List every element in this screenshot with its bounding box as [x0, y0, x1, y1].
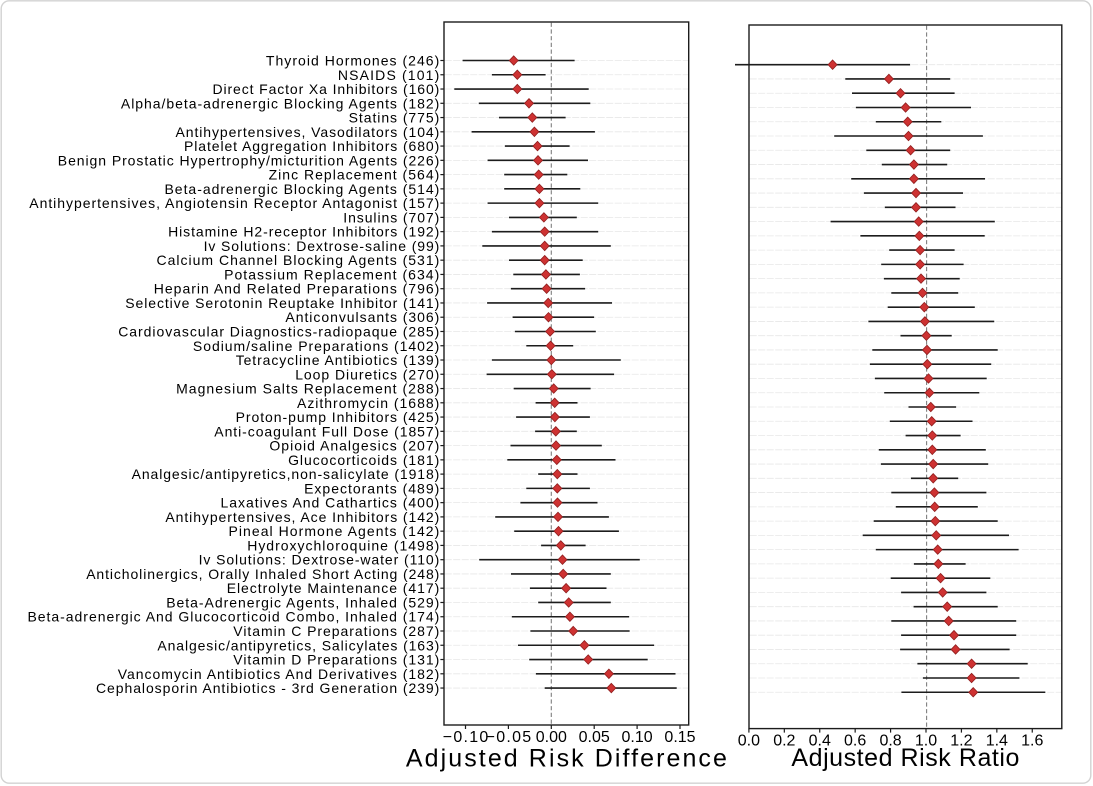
svg-text:Iv Solutions: Dextrose-saline: Iv Solutions: Dextrose-saline (99) [204, 238, 440, 254]
svg-text:0.15: 0.15 [664, 729, 695, 746]
svg-text:Platelet Aggregation Inhibitor: Platelet Aggregation Inhibitors (680) [184, 138, 439, 154]
svg-text:Direct Factor Xa Inhibitors (1: Direct Factor Xa Inhibitors (160) [213, 81, 440, 97]
svg-text:NSAIDS (101): NSAIDS (101) [338, 67, 439, 83]
svg-text:Expectorants (489): Expectorants (489) [304, 480, 439, 496]
svg-text:Benign Prostatic Hypertrophy/m: Benign Prostatic Hypertrophy/micturition… [58, 152, 440, 168]
svg-text:Calcium Channel Blocking Agent: Calcium Channel Blocking Agents (531) [157, 252, 440, 268]
svg-text:0.4: 0.4 [809, 732, 831, 749]
svg-text:Hydroxychloroquine (1498): Hydroxychloroquine (1498) [247, 537, 439, 553]
svg-text:Loop Diuretics (270): Loop Diuretics (270) [295, 366, 439, 382]
svg-text:Laxatives And Cathartics (400): Laxatives And Cathartics (400) [221, 495, 440, 511]
svg-text:Antihypertensives, Ace Inhibit: Antihypertensives, Ace Inhibitors (142) [165, 509, 439, 525]
svg-text:Anticonvulsants (306): Anticonvulsants (306) [285, 309, 439, 325]
svg-text:0.10: 0.10 [622, 729, 653, 746]
svg-text:Pineal Hormone Agents (142): Pineal Hormone Agents (142) [229, 523, 440, 539]
svg-text:Beta-adrenergic Blocking Agent: Beta-adrenergic Blocking Agents (514) [165, 181, 440, 197]
svg-text:−0.05: −0.05 [486, 729, 532, 746]
svg-text:Anti-coagulant Full Dose (1857: Anti-coagulant Full Dose (1857) [214, 423, 439, 439]
svg-text:Histamine H2-receptor Inhibito: Histamine H2-receptor Inhibitors (192) [168, 224, 439, 240]
svg-text:Zinc Replacement (564): Zinc Replacement (564) [269, 167, 440, 183]
svg-text:Heparin And Related Preparatio: Heparin And Related Preparations (796) [154, 281, 440, 297]
svg-text:1.0: 1.0 [915, 732, 937, 749]
svg-text:Azithromycin (1688): Azithromycin (1688) [297, 395, 439, 411]
svg-text:1.4: 1.4 [986, 732, 1008, 749]
svg-text:0.6: 0.6 [844, 732, 866, 749]
svg-text:Alpha/beta-adrenergic Blocking: Alpha/beta-adrenergic Blocking Agents (1… [121, 95, 439, 111]
svg-text:0.05: 0.05 [579, 729, 610, 746]
svg-text:Selective Serotonin Reuptake I: Selective Serotonin Reuptake Inhibitor (… [125, 295, 439, 311]
svg-text:Beta-adrenergic And Glucocorti: Beta-adrenergic And Glucocorticoid Combo… [28, 609, 440, 625]
svg-text:−0.10: −0.10 [443, 729, 489, 746]
svg-text:1.2: 1.2 [950, 732, 972, 749]
svg-text:Adjusted Risk Difference: Adjusted Risk Difference [406, 745, 727, 773]
svg-text:Vitamin D Preparations (131): Vitamin D Preparations (131) [233, 652, 439, 668]
svg-text:0.8: 0.8 [879, 732, 901, 749]
svg-text:Anticholinergics, Orally Inhal: Anticholinergics, Orally Inhaled Short A… [86, 566, 439, 582]
svg-text:Cephalosporin Antibiotics - 3r: Cephalosporin Antibiotics - 3rd Generati… [96, 680, 439, 696]
svg-text:0.0: 0.0 [738, 732, 760, 749]
svg-text:0.2: 0.2 [773, 732, 795, 749]
svg-text:Adjusted Risk Ratio: Adjusted Risk Ratio [791, 744, 1019, 772]
svg-text:Vancomycin Antibiotics And Der: Vancomycin Antibiotics And Derivatives (… [118, 666, 440, 682]
svg-text:Opioid Analgesics (207): Opioid Analgesics (207) [269, 438, 439, 454]
svg-text:Potassium Replacement (634): Potassium Replacement (634) [224, 266, 439, 282]
svg-text:Insulins (707): Insulins (707) [343, 209, 439, 225]
svg-text:Glucocorticoids (181): Glucocorticoids (181) [288, 452, 439, 468]
svg-text:Analgesic/antipyretics,non-sal: Analgesic/antipyretics,non-salicylate (1… [132, 466, 440, 482]
svg-text:Thyroid Hormones (246): Thyroid Hormones (246) [266, 53, 439, 69]
svg-text:Magnesium Salts Replacement (2: Magnesium Salts Replacement (288) [176, 381, 439, 397]
svg-text:0.00: 0.00 [536, 729, 567, 746]
svg-text:Antihypertensives, Vasodilator: Antihypertensives, Vasodilators (104) [176, 124, 440, 140]
svg-text:Antihypertensives, Angiotensin: Antihypertensives, Angiotensin Receptor … [29, 195, 439, 211]
svg-text:Tetracycline Antibiotics (139): Tetracycline Antibiotics (139) [236, 352, 440, 368]
svg-text:1.6: 1.6 [1021, 732, 1043, 749]
svg-text:Cardiovascular Diagnostics-rad: Cardiovascular Diagnostics-radiopaque (2… [118, 323, 439, 339]
svg-text:Beta-Adrenergic Agents, Inhale: Beta-Adrenergic Agents, Inhaled (529) [166, 594, 439, 610]
svg-text:Iv Solutions: Dextrose-water (: Iv Solutions: Dextrose-water (110) [199, 552, 440, 568]
svg-text:Proton-pump Inhibitors (425): Proton-pump Inhibitors (425) [236, 409, 440, 425]
svg-text:Electrolyte Maintenance (417): Electrolyte Maintenance (417) [227, 580, 440, 596]
svg-text:Vitamin C Preparations (287): Vitamin C Preparations (287) [233, 623, 439, 639]
svg-text:Sodium/saline Preparations (14: Sodium/saline Preparations (1402) [193, 338, 439, 354]
svg-text:Analgesic/antipyretics, Salicy: Analgesic/antipyretics, Salicylates (163… [157, 637, 439, 653]
svg-text:Statins (775): Statins (775) [349, 110, 440, 126]
